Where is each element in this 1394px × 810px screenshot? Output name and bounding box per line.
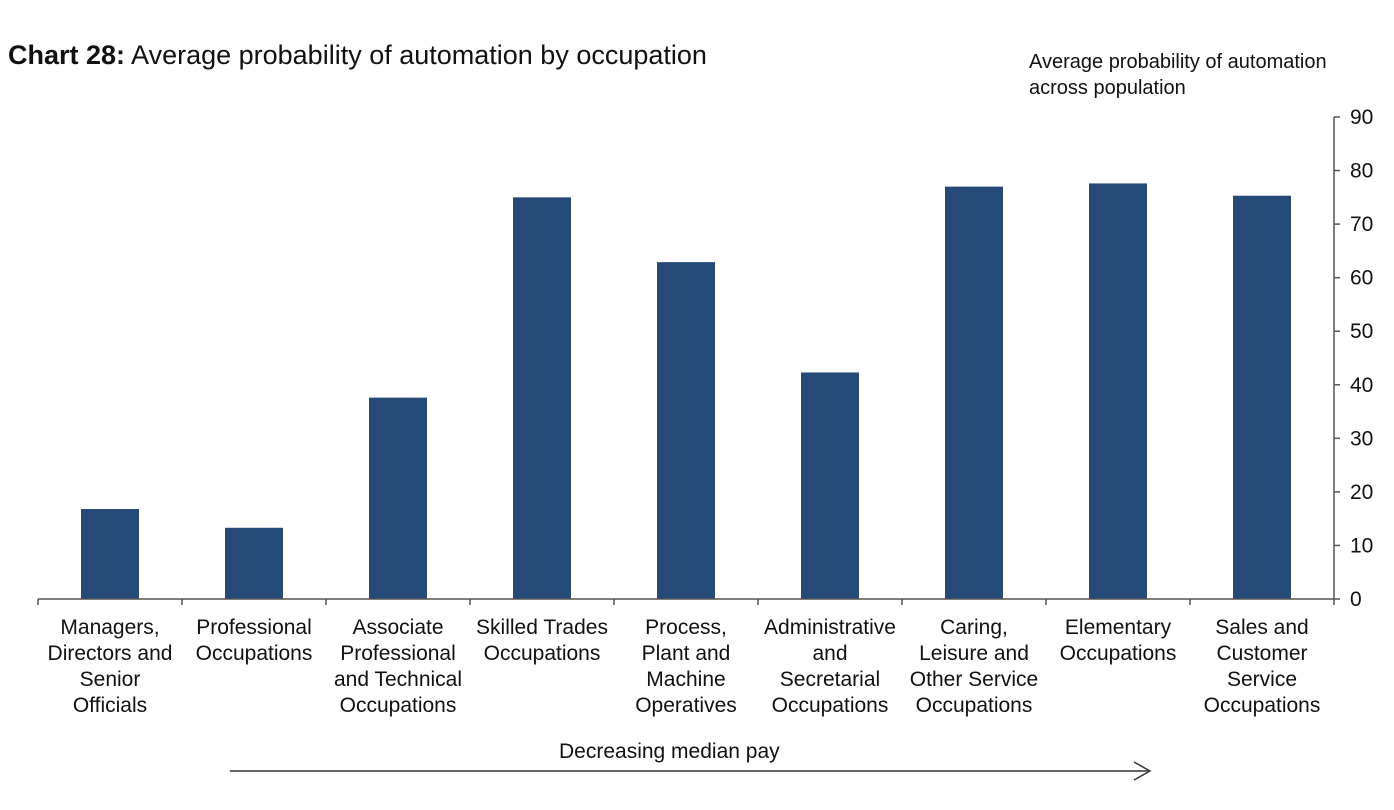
bar-1	[81, 509, 139, 599]
category-label-line: Occupations	[196, 642, 313, 665]
median-pay-arrow	[230, 761, 1152, 781]
bar-7	[945, 186, 1003, 599]
y-tick-label-10: 10	[1350, 534, 1373, 557]
category-label-line: Managers,	[60, 616, 159, 639]
bar-4	[513, 197, 571, 600]
category-label-line: Process,	[645, 616, 727, 639]
bar-2	[225, 527, 283, 599]
category-label-line: Occupations	[916, 694, 1033, 717]
category-label-line: Leisure and	[919, 642, 1029, 665]
category-label-9: Sales and Customer Service Occupations	[1204, 616, 1321, 717]
y-axis-caption: Average probability of automation across…	[1029, 51, 1327, 99]
category-label-line: Occupations	[1204, 694, 1321, 717]
category-label-8: Elementary Occupations	[1060, 616, 1177, 665]
category-label-line: Directors and	[48, 642, 173, 665]
bar-9	[1233, 195, 1291, 599]
y-tick-label-50: 50	[1350, 320, 1373, 343]
bar-5	[657, 262, 715, 599]
y-tick-label-90: 90	[1350, 106, 1373, 129]
category-label-line: Professional	[196, 616, 312, 639]
category-label-line: Administrative	[764, 616, 896, 639]
bar-3	[369, 397, 427, 599]
y-tick-label-70: 70	[1350, 213, 1373, 236]
category-label-line: Operatives	[635, 694, 737, 717]
y-tick-label-60: 60	[1350, 267, 1373, 290]
category-labels-group: Managers, Directors and Senior Officials Pro…	[48, 616, 1321, 717]
category-label-3: Associate Professional and Technical Occupa…	[334, 616, 462, 717]
y-tick-label-40: 40	[1350, 374, 1373, 397]
category-label-line: Service	[1227, 668, 1297, 691]
category-label-line: Machine	[646, 668, 725, 691]
category-label-line: Senior	[80, 668, 141, 691]
axes-group: 0 10 20 30 40 50 60 70 80 90	[37, 106, 1373, 611]
category-label-line: Caring,	[940, 616, 1008, 639]
category-label-7: Caring, Leisure and Other Service Occupatio…	[910, 616, 1038, 717]
category-label-line: and	[812, 642, 847, 665]
category-label-line: Plant and	[642, 642, 731, 665]
y-tick-label-80: 80	[1350, 160, 1373, 183]
category-label-line: Occupations	[772, 694, 889, 717]
category-label-line: Professional	[340, 642, 456, 665]
arrow-label: Decreasing median pay	[559, 740, 780, 763]
category-label-line: Associate	[352, 616, 443, 639]
category-label-5: Process, Plant and Machine Operatives	[635, 616, 737, 717]
category-label-line: Elementary	[1065, 616, 1172, 639]
category-label-line: Sales and	[1215, 616, 1308, 639]
category-label-line: Customer	[1216, 642, 1307, 665]
category-label-6: Administrative and Secretarial Occupations	[764, 616, 896, 717]
category-label-4: Skilled Trades Occupations	[476, 616, 608, 665]
category-label-1: Managers, Directors and Senior Officials	[48, 616, 173, 717]
chart-title: Chart 28: Average probability of automat…	[8, 40, 707, 71]
category-label-line: Skilled Trades	[476, 616, 608, 639]
arrow-head	[1133, 761, 1152, 781]
bars-group	[81, 183, 1291, 600]
y-tick-label-20: 20	[1350, 481, 1373, 504]
category-label-line: Occupations	[1060, 642, 1177, 665]
category-label-line: Occupations	[484, 642, 601, 665]
category-label-line: Other Service	[910, 668, 1038, 691]
bar-8	[1089, 183, 1147, 600]
category-label-line: Secretarial	[780, 668, 880, 691]
category-label-2: Professional Occupations	[196, 616, 313, 665]
category-label-line: and Technical	[334, 668, 462, 691]
chart-title-prefix: Chart 28:	[8, 40, 126, 70]
chart-title-text: Average probability of automation by occ…	[131, 40, 707, 70]
category-label-line: Officials	[73, 694, 147, 717]
y-tick-label-30: 30	[1350, 427, 1373, 450]
bar-6	[801, 372, 859, 599]
category-label-line: Occupations	[340, 694, 457, 717]
y-tick-label-0: 0	[1350, 588, 1362, 611]
